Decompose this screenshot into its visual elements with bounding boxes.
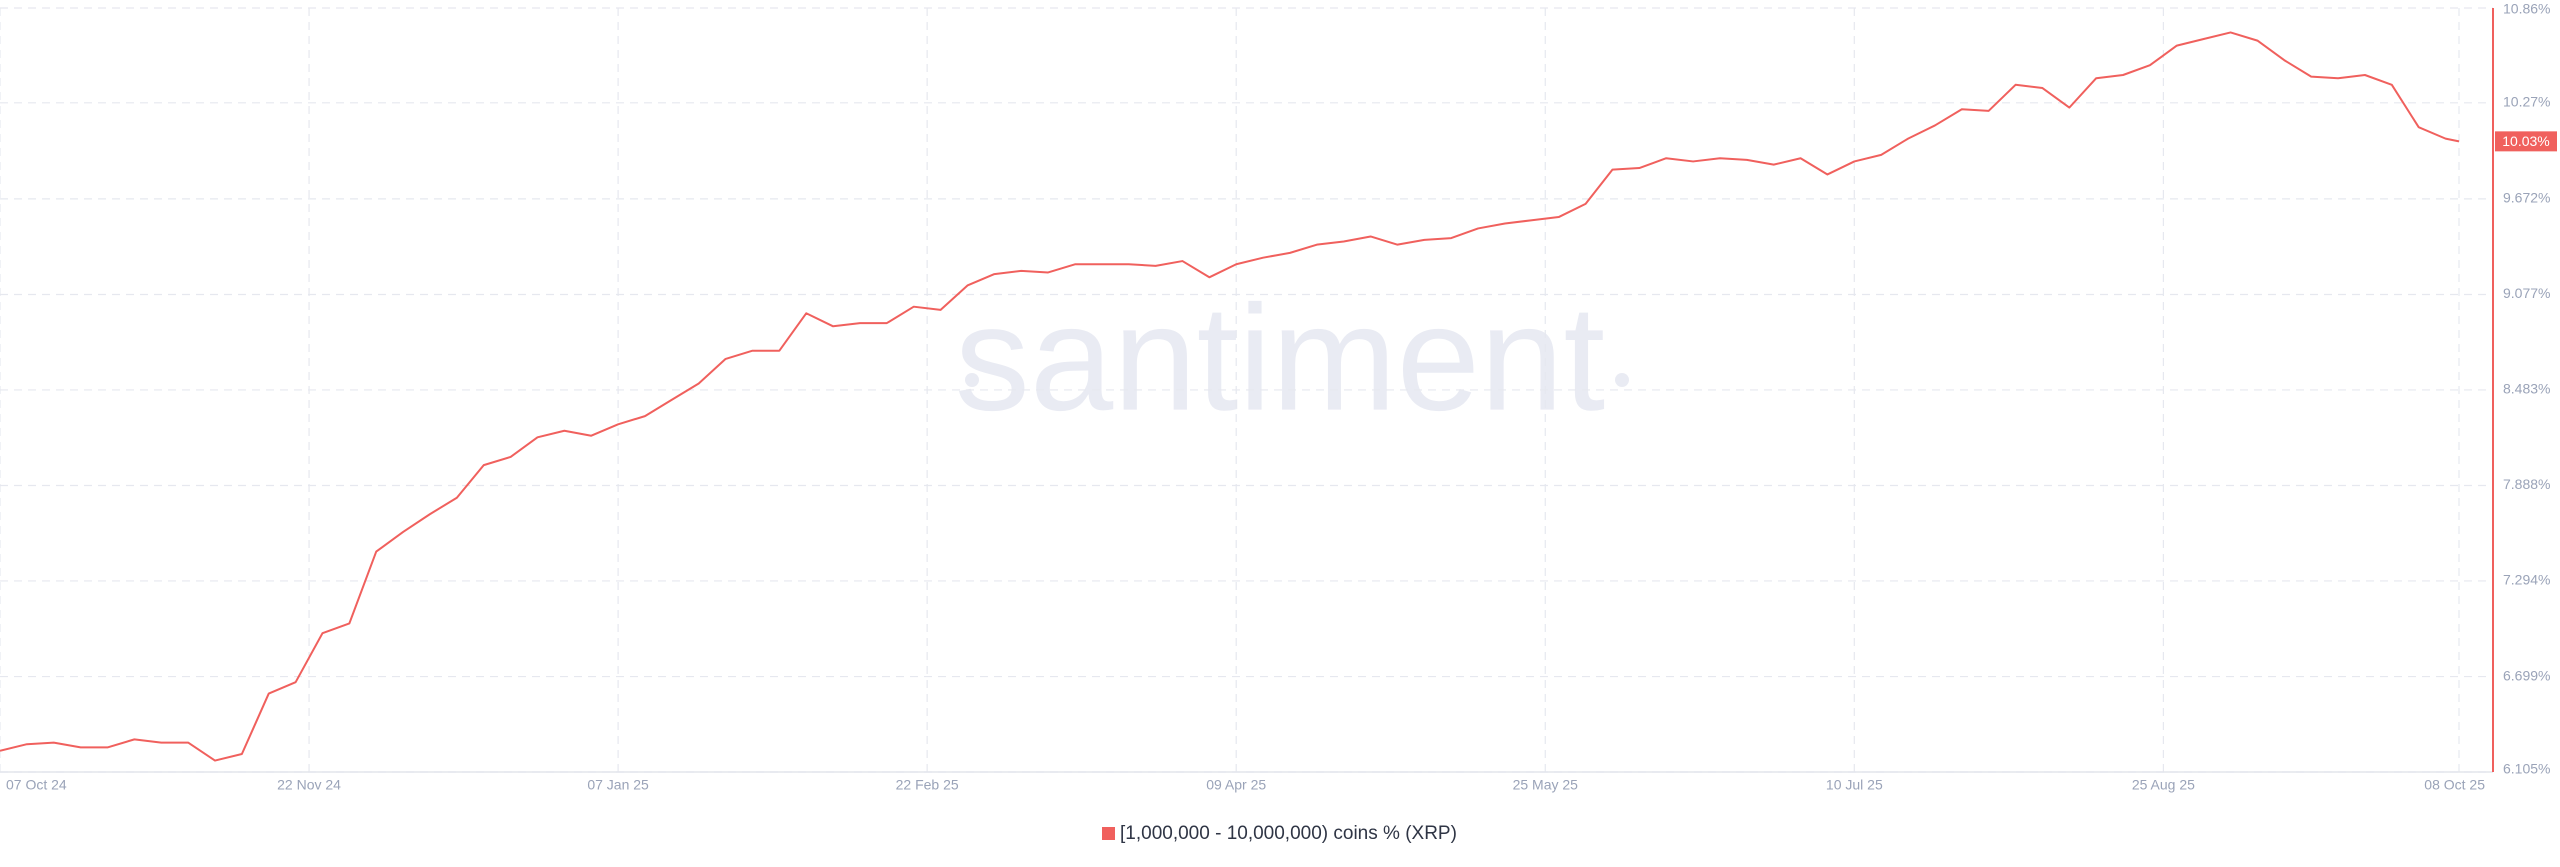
x-tick-label: 08 Oct 25 (2424, 777, 2485, 793)
y-tick-label: 9.672% (2503, 190, 2550, 206)
y-tick-label: 6.699% (2503, 667, 2550, 683)
y-tick-label: 7.294% (2503, 572, 2550, 588)
watermark: santiment (955, 274, 1605, 442)
x-tick-label: 07 Oct 24 (6, 777, 67, 793)
y-tick-label: 8.483% (2503, 381, 2550, 397)
x-tick-label: 09 Apr 25 (1206, 777, 1266, 793)
last-value-badge (2495, 131, 2557, 152)
y-tick-label: 10.27% (2503, 94, 2550, 110)
legend-label: [1,000,000 - 10,000,000) coins % (XRP) (1120, 823, 1457, 844)
x-tick-label: 22 Nov 24 (277, 777, 341, 793)
data-line (0, 31, 2460, 762)
y-tick-label: 9.077% (2503, 285, 2550, 301)
x-tick-label: 07 Jan 25 (587, 777, 649, 793)
x-tick-label: 25 Aug 25 (2132, 777, 2195, 793)
x-tick-label: 25 May 25 (1513, 777, 1579, 793)
last-value-label: 10.03% (2502, 133, 2549, 149)
watermark-dot (965, 373, 979, 387)
x-tick-label: 10 Jul 25 (1826, 777, 1883, 793)
y-tick-label: 6.105% (2503, 761, 2550, 777)
y-tick-label: 7.888% (2503, 476, 2550, 492)
legend-swatch (1102, 827, 1115, 840)
x-tick-label: 22 Feb 25 (896, 777, 959, 793)
y-tick-label: 10.86% (2503, 1, 2550, 17)
watermark-dot (1615, 373, 1629, 387)
